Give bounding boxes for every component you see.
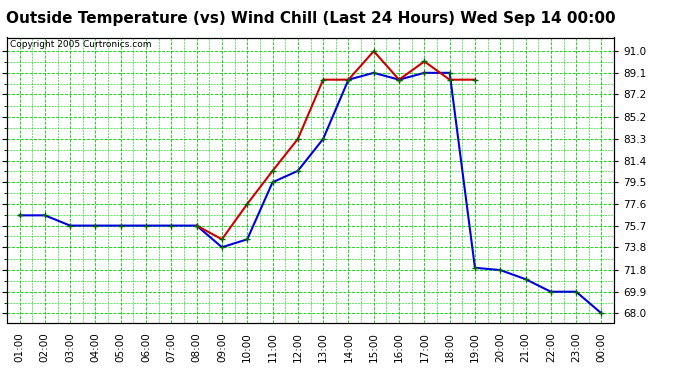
Text: Copyright 2005 Curtronics.com: Copyright 2005 Curtronics.com: [10, 40, 151, 50]
Text: Outside Temperature (vs) Wind Chill (Last 24 Hours) Wed Sep 14 00:00: Outside Temperature (vs) Wind Chill (Las…: [6, 11, 615, 26]
